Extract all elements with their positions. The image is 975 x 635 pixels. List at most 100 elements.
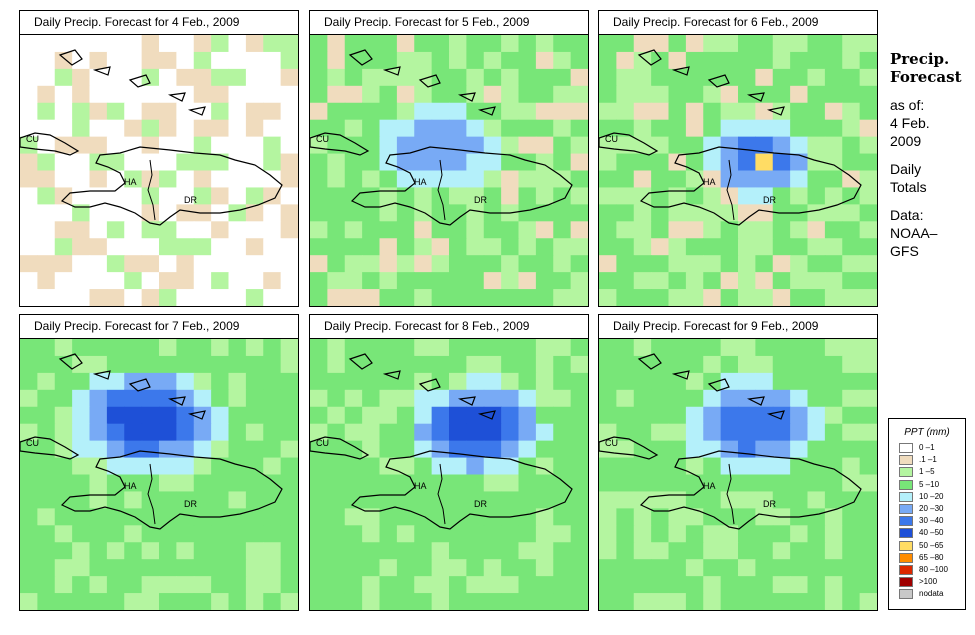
precip-cell	[842, 355, 861, 374]
precip-cell	[344, 272, 363, 290]
precip-cell	[54, 542, 73, 560]
precip-cell	[54, 474, 73, 493]
precip-cell	[668, 255, 687, 273]
precip-cell	[396, 372, 415, 391]
precip-cell	[483, 355, 502, 374]
precip-cell	[89, 238, 108, 256]
precip-cell	[685, 35, 704, 53]
precip-cell	[772, 593, 791, 610]
precip-cell	[327, 389, 346, 408]
precip-cell	[824, 51, 843, 70]
precip-cell	[668, 238, 687, 256]
precip-cell	[211, 474, 230, 493]
precip-cell	[20, 187, 38, 205]
precip-cell	[570, 238, 588, 256]
precip-cell	[245, 576, 264, 594]
precip-cell	[807, 457, 826, 476]
precip-cell	[37, 406, 56, 425]
legend-swatch	[899, 479, 913, 490]
precip-cell	[535, 576, 554, 594]
precip-cell	[141, 119, 160, 138]
precip-cell	[72, 102, 91, 121]
precip-cell	[37, 204, 56, 222]
precip-cell	[842, 238, 861, 256]
precip-cell	[280, 204, 298, 222]
precip-cell	[738, 221, 756, 239]
precip-cell	[790, 339, 809, 357]
precip-cell	[362, 238, 381, 256]
precip-cell	[755, 272, 774, 290]
precip-cell	[245, 85, 264, 104]
precip-cell	[616, 559, 635, 577]
precip-cell	[124, 457, 143, 476]
precip-cell	[72, 272, 91, 290]
hispaniola-coastline	[60, 450, 283, 530]
precip-cell	[431, 423, 450, 442]
asof-date-line1: 4 Feb.	[890, 115, 930, 131]
precip-cell	[755, 289, 774, 306]
precip-cell	[37, 372, 56, 391]
precip-cell	[807, 440, 826, 459]
precip-cell	[193, 153, 212, 172]
precip-cell	[859, 491, 877, 509]
precip-cell	[263, 102, 282, 121]
precip-cell	[141, 372, 160, 391]
precip-cell	[72, 204, 91, 222]
precip-cell	[159, 255, 177, 273]
precip-cell	[141, 491, 160, 509]
precip-cell	[570, 221, 588, 239]
data-source-line1: Data:	[890, 207, 924, 223]
precip-cell	[54, 221, 73, 239]
info-title-line2: Forecast	[890, 68, 962, 86]
precip-cell	[466, 423, 485, 442]
precip-cell	[263, 221, 282, 239]
precip-cell	[431, 102, 450, 121]
precip-cell	[211, 406, 230, 425]
precip-cell	[535, 187, 554, 205]
precip-cell	[685, 593, 704, 610]
precip-cell	[37, 593, 56, 610]
precip-cell	[176, 559, 195, 577]
hispaniola-coastline	[350, 146, 573, 226]
precip-cell	[228, 221, 247, 239]
precip-cell	[344, 339, 363, 357]
precip-cell	[570, 542, 588, 560]
precip-cell	[362, 491, 381, 509]
precip-cell	[501, 559, 520, 577]
precip-cell	[668, 559, 687, 577]
precip-cell	[466, 457, 485, 476]
legend-item: 5 –10	[889, 479, 965, 491]
precip-cell	[72, 51, 91, 70]
precip-cell	[228, 491, 247, 509]
precip-cell	[72, 593, 91, 610]
precip-cell	[790, 272, 809, 290]
country-label-cu: CU	[316, 438, 329, 448]
precip-cell	[263, 559, 282, 577]
precip-cell	[141, 35, 160, 53]
country-label-ha: HA	[703, 481, 716, 491]
precip-cell	[616, 102, 635, 121]
precip-cell	[72, 525, 91, 543]
precip-cell	[379, 593, 398, 610]
precip-cell	[54, 272, 73, 290]
precip-cell	[159, 136, 177, 155]
precip-cell	[54, 593, 73, 610]
precip-cell	[141, 289, 160, 306]
precip-cell	[72, 474, 91, 493]
precip-cell	[414, 474, 433, 493]
precip-cell	[483, 339, 502, 357]
precip-cell	[720, 542, 739, 560]
precip-cell	[310, 559, 328, 577]
precip-cell	[824, 35, 843, 53]
precip-cell	[720, 406, 739, 425]
precip-cell	[685, 221, 704, 239]
precip-cell	[720, 238, 739, 256]
precip-cell	[362, 576, 381, 594]
country-label-ha: HA	[124, 481, 137, 491]
precip-cell	[616, 355, 635, 374]
precip-cell	[807, 474, 826, 493]
precip-cell	[106, 339, 125, 357]
precip-cell	[824, 576, 843, 594]
precip-cell	[20, 406, 38, 425]
precip-cell	[159, 204, 177, 222]
